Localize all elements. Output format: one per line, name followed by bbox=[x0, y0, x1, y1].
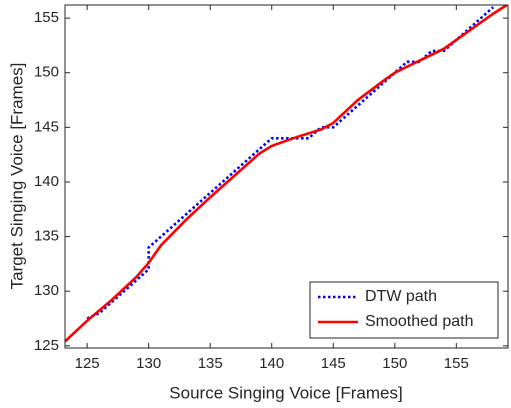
x-tick-label: 140 bbox=[259, 355, 284, 372]
x-tick-label: 135 bbox=[198, 355, 223, 372]
x-tick-label: 125 bbox=[75, 355, 100, 372]
y-axis-label: Target Singing Voice [Frames] bbox=[7, 63, 26, 290]
y-tick-label: 145 bbox=[34, 118, 59, 135]
y-tick-label: 135 bbox=[34, 228, 59, 245]
x-tick-label: 150 bbox=[382, 355, 407, 372]
x-tick-label: 155 bbox=[444, 355, 469, 372]
y-tick-label: 155 bbox=[34, 9, 59, 26]
x-tick-label: 130 bbox=[136, 355, 161, 372]
series-line bbox=[65, 5, 508, 343]
y-tick-label: 140 bbox=[34, 173, 59, 190]
x-tick-label: 145 bbox=[321, 355, 346, 372]
legend-box bbox=[309, 281, 499, 339]
x-axis-label: Source Singing Voice [Frames] bbox=[169, 383, 402, 402]
y-tick-label: 125 bbox=[34, 337, 59, 354]
legend-text: DTW path bbox=[365, 288, 437, 305]
legend-text: Smoothed path bbox=[365, 313, 474, 330]
y-tick-label: 150 bbox=[34, 64, 59, 81]
y-tick-label: 130 bbox=[34, 282, 59, 299]
plot-frame bbox=[64, 4, 509, 349]
